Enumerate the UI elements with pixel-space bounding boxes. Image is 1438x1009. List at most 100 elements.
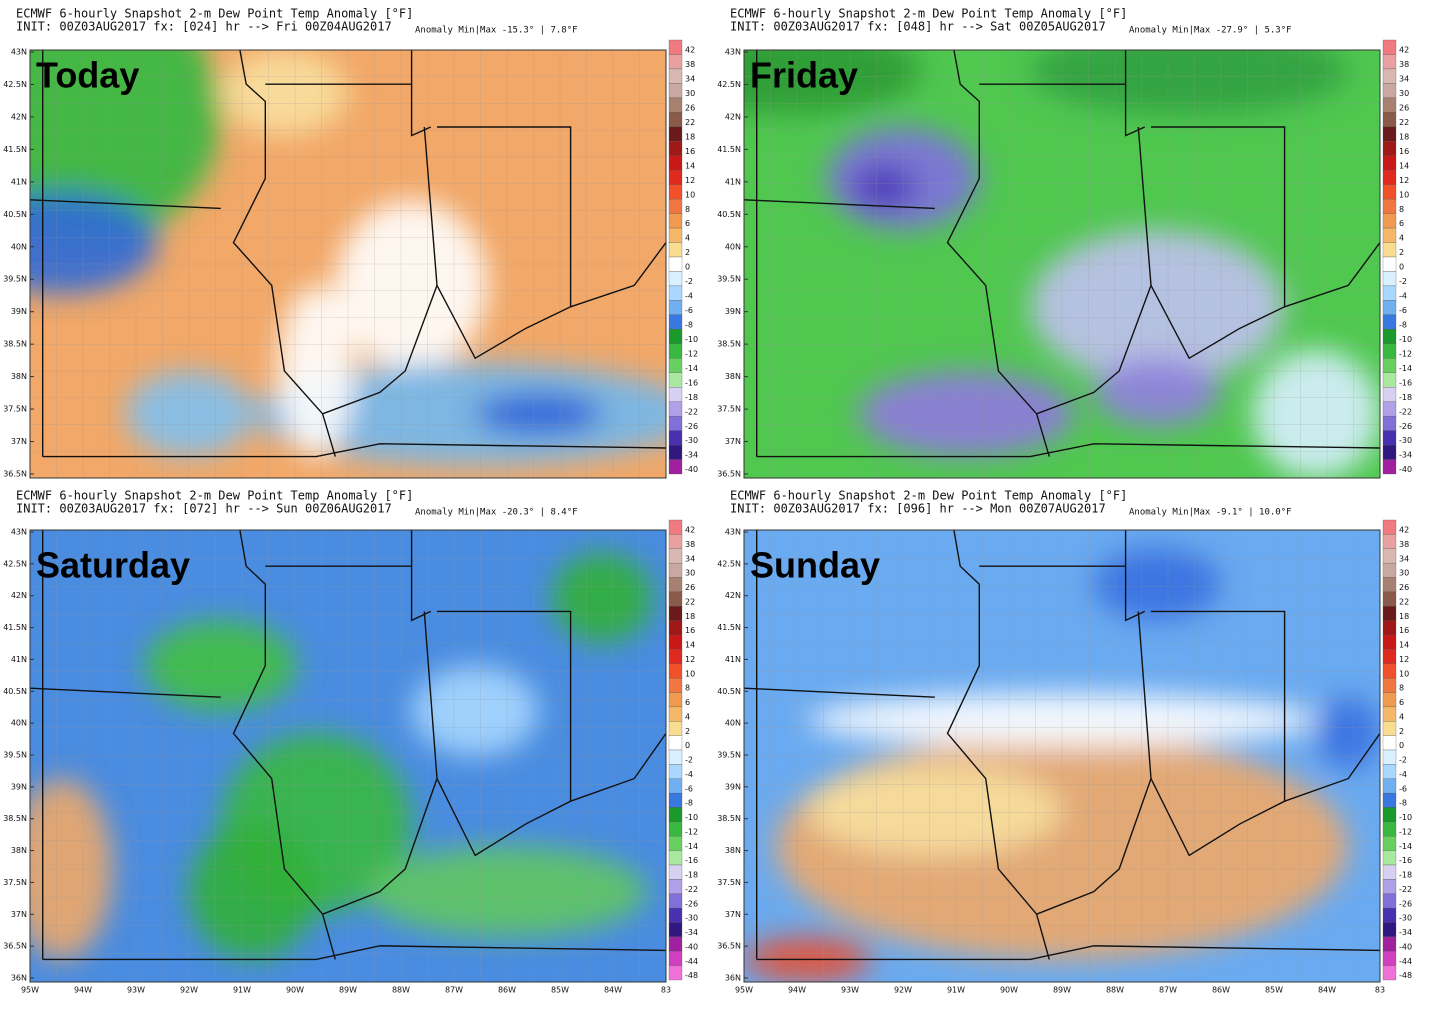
colorbar-label: 42 [685,46,695,55]
colorbar-cell [1382,591,1397,607]
state-border [1151,610,1286,802]
lat-label: 37N [725,437,741,446]
lat-label: 38N [11,846,27,855]
colorbar-label: 10 [1399,669,1409,678]
colorbar-label: 16 [1399,626,1409,635]
state-border [232,530,336,960]
colorbar-label: -2 [1399,277,1407,286]
lat-label: 41.5N [717,145,741,154]
colorbar-label: 38 [685,60,695,69]
colorbar-label: 6 [1399,698,1404,707]
colorbar-label: 6 [1399,219,1404,228]
lat-label: 40.5N [3,210,27,219]
field-blob [1252,349,1380,478]
colorbar-label: -22 [1399,885,1412,894]
lat-label: 36N [11,974,27,983]
colorbar-cell [668,387,683,402]
field-blob [144,620,298,711]
colorbar-label: -22 [685,407,698,416]
map-frame [29,529,667,983]
lon-label: 91W [947,986,965,995]
colorbar-label: 26 [1399,583,1409,592]
state-border [1150,242,1380,360]
lon-label: 84W [604,986,622,995]
colorbar-label: 12 [1399,176,1409,185]
lon-label: 87W [1159,986,1177,995]
colorbar-cell [668,706,683,722]
colorbar-cell [1382,39,1397,55]
colorbar-label: -40 [685,465,698,474]
lon-label: 93W [127,986,145,995]
lat-label: 43N [725,48,741,57]
state-border [42,945,666,961]
lat-label: 42N [11,112,27,121]
state-border [1124,50,1145,137]
colorbar-label: -12 [1399,349,1412,358]
colorbar-cell [668,534,683,549]
colorbar-cell [1382,97,1397,113]
colorbar-label: -34 [1399,451,1412,460]
colorbar-label: 42 [685,526,695,535]
state-border [1151,126,1286,307]
lat-label: 38.5N [717,814,741,823]
colorbar-label: 10 [1399,190,1409,199]
colorbar-cell [668,735,683,751]
colorbar-label: -10 [1399,813,1412,822]
lat-label: 41.5N [3,623,27,632]
lon-label: 94W [74,986,92,995]
colorbar-cell [1382,198,1397,214]
colorbar-cell [1382,922,1397,938]
colorbar-label: -12 [685,349,698,358]
colorbar-label: -18 [685,393,698,402]
lat-label: 42.5N [3,80,27,89]
lon-label: 84W [1318,986,1336,995]
lat-label: 42N [725,591,741,600]
colorbar-cell [1382,126,1397,142]
colorbar-cell [1382,936,1397,952]
colorbar-cell [668,548,683,564]
colorbar-cell [668,285,683,301]
lat-label: 37N [725,910,741,919]
colorbar-cell [1382,314,1397,330]
lat-label: 38.5N [3,814,27,823]
colorbar-label: 10 [685,190,695,199]
colorbar-cell [1382,548,1397,564]
colorbar-label: 34 [685,554,695,563]
colorbar-cell [668,893,683,909]
colorbar-cell [1382,821,1397,837]
colorbar-cell [668,170,683,185]
colorbar-label: 12 [1399,655,1409,664]
map-field-inner [30,50,666,478]
colorbar-cell [1382,358,1397,373]
colorbar-label: -2 [685,756,693,765]
state-border [1150,732,1380,857]
colorbar-cell [668,401,683,417]
colorbar-cell [668,39,683,55]
colorbar-label: -6 [685,306,693,315]
colorbar-label: -16 [685,378,698,387]
colorbar-label: 2 [685,248,690,257]
lon-label: 83 [1375,986,1385,995]
map-field [744,530,1380,982]
colorbar-cell [1382,879,1397,894]
colorbar-label: 38 [685,540,695,549]
lat-label: 37N [11,910,27,919]
lat-label: 36N [725,974,741,983]
colorbar-label: -22 [1399,407,1412,416]
colorbar-label: 4 [1399,712,1404,721]
lon-label: 94W [788,986,806,995]
map-field-inner [744,530,1380,982]
colorbar-cell [668,459,683,475]
state-border [1036,611,1152,915]
lat-label: 39.5N [3,275,27,284]
colorbar-label: -34 [1399,928,1412,937]
lat-label: 40N [725,242,741,251]
colorbar-cell [1382,606,1397,621]
state-border [30,199,221,210]
colorbar-cell [1382,415,1397,431]
colorbar-label: 30 [685,569,695,578]
lon-label: 89W [1053,986,1071,995]
colorbar-cell [1382,271,1397,287]
field-blob [411,665,539,756]
day-label: Sunday [750,545,880,586]
